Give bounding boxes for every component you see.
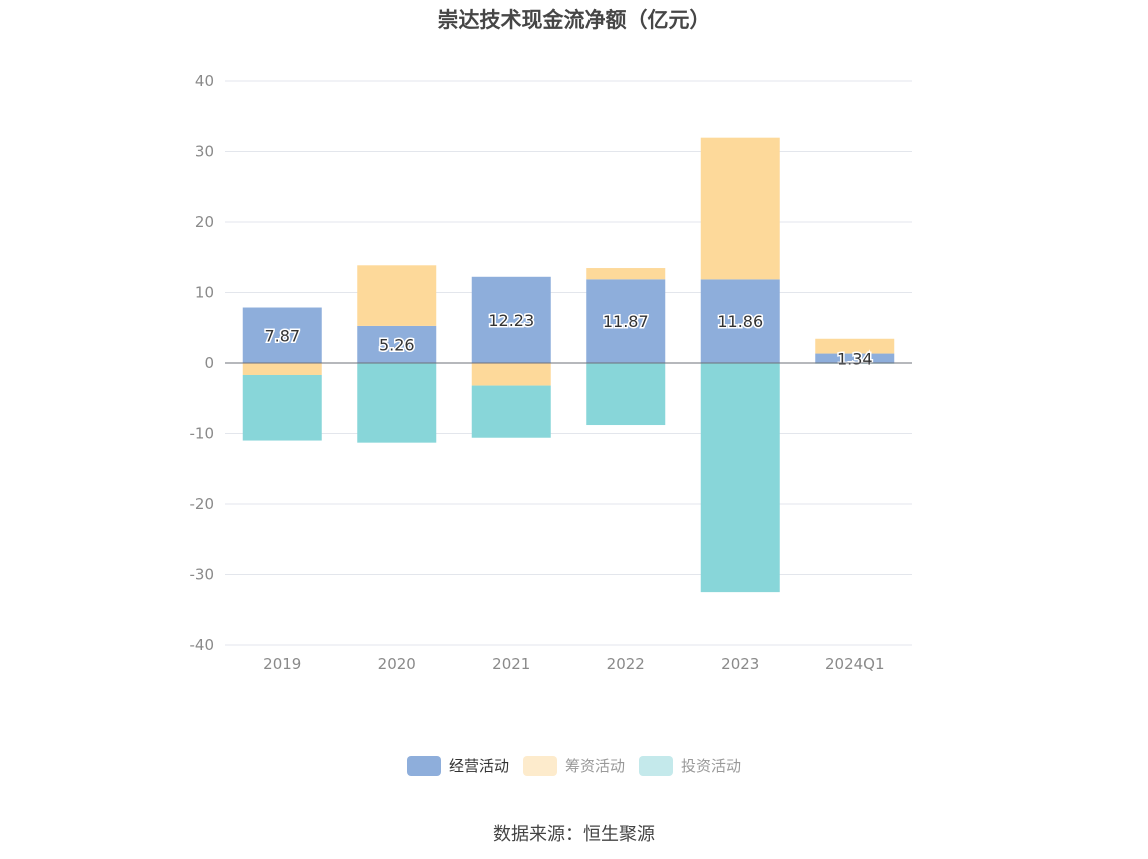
bar-financing — [700, 137, 780, 280]
bar-investing — [242, 374, 322, 441]
chart-legend: 经营活动 筹资活动 投资活动 — [0, 755, 1148, 776]
bar-financing — [471, 363, 551, 386]
bar-operating — [471, 276, 551, 363]
x-tick-label: 2022 — [607, 655, 645, 673]
bar-operating — [242, 307, 322, 363]
y-tick-label: -30 — [190, 566, 215, 584]
data-label: 7.87 — [264, 326, 300, 345]
chart-title: 崇达技术现金流净额（亿元） — [437, 8, 711, 32]
legend-item-operating[interactable]: 经营活动 — [406, 755, 509, 776]
bar-operating — [586, 279, 666, 363]
legend-label-financing: 筹资活动 — [564, 757, 625, 775]
legend-swatch-operating — [406, 755, 441, 776]
x-tick-label: 2024Q1 — [825, 655, 885, 673]
bar-operating — [700, 279, 780, 363]
bar-investing — [357, 363, 437, 443]
legend-swatch-investing — [639, 755, 673, 776]
bar-financing — [242, 363, 322, 375]
bar-financing — [357, 265, 437, 326]
y-tick-label: -10 — [190, 425, 215, 443]
data-label: 12.23 — [488, 311, 534, 330]
y-tick-label: -40 — [190, 636, 215, 654]
data-label: 5.26 — [379, 335, 415, 354]
x-tick-label: 2019 — [263, 655, 301, 673]
bar-financing — [586, 268, 666, 280]
legend-item-investing[interactable]: 投资活动 — [639, 755, 741, 776]
x-tick-label: 2020 — [378, 655, 416, 673]
x-tick-label: 2023 — [721, 655, 759, 673]
legend-item-financing[interactable]: 筹资活动 — [522, 755, 625, 776]
y-tick-label: 30 — [195, 143, 214, 161]
data-label: 1.34 — [837, 349, 873, 368]
bar-operating — [357, 325, 437, 363]
data-label: 11.86 — [717, 312, 763, 331]
y-tick-label: 0 — [204, 354, 214, 372]
bar-investing — [700, 363, 780, 593]
x-tick-label: 2021 — [492, 655, 530, 673]
data-source-note: 数据来源：恒生聚源 — [493, 824, 655, 845]
legend-label-investing: 投资活动 — [681, 757, 742, 775]
bar-investing — [586, 363, 666, 426]
bar-operating — [815, 353, 895, 363]
bar-investing — [471, 385, 551, 438]
y-tick-label: 20 — [195, 213, 214, 231]
bar-financing — [815, 338, 895, 354]
y-tick-label: 10 — [195, 284, 214, 302]
y-tick-label: -20 — [190, 495, 215, 513]
legend-swatch-financing — [522, 755, 557, 776]
legend-label-operating: 经营活动 — [448, 757, 509, 775]
data-label: 11.87 — [603, 312, 649, 331]
y-tick-label: 40 — [195, 72, 214, 90]
